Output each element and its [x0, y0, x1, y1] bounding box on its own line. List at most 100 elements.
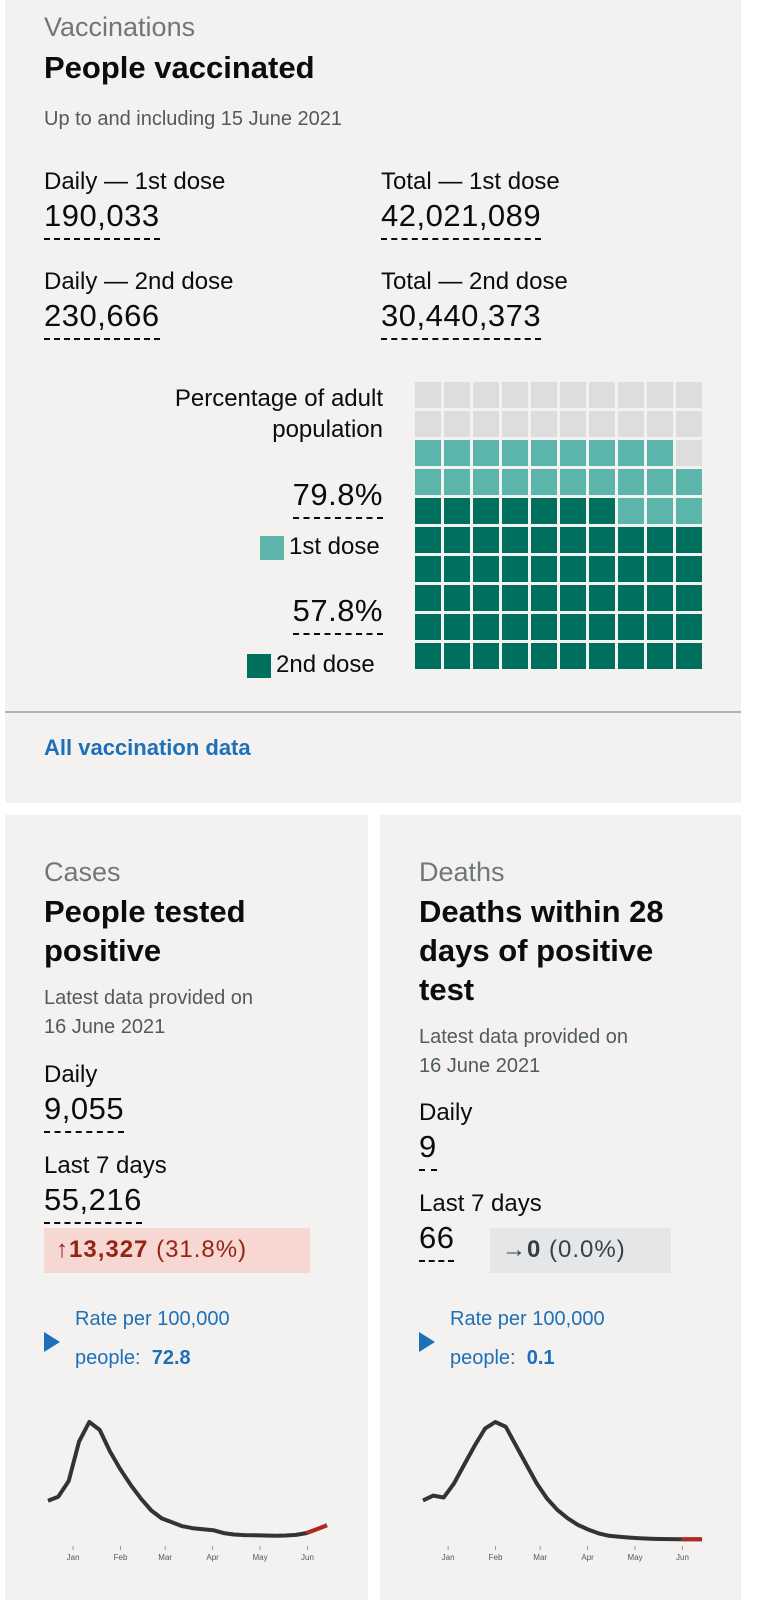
waffle-empty [502, 382, 528, 408]
waffle-square [589, 469, 615, 495]
change-value: 0 [527, 1236, 542, 1263]
waffle-square [676, 614, 702, 640]
waffle-square [502, 614, 528, 640]
waffle-square [415, 440, 441, 466]
waffle-square [589, 556, 615, 582]
x-tick-label: Feb [114, 1553, 128, 1562]
waffle-square [589, 498, 615, 524]
sparkline: Jan Feb Mar Apr May Jun [47, 1420, 328, 1562]
waffle-square [502, 440, 528, 466]
waffle-square [618, 643, 644, 669]
waffle-empty [473, 411, 499, 437]
change-arrow: → [502, 1236, 527, 1263]
waffle-square [502, 527, 528, 553]
waffle-empty [647, 411, 673, 437]
rate-value: 0.1 [526, 1347, 555, 1369]
rate[interactable]: Rate per 100,000 people: 0.1 [450, 1300, 650, 1378]
waffle-square [531, 469, 557, 495]
expand-icon[interactable] [44, 1332, 62, 1352]
waffle-square [444, 527, 470, 553]
x-tick-label: Feb [489, 1553, 503, 1562]
x-tick-label: Jun [301, 1553, 314, 1562]
waffle-square [444, 498, 470, 524]
waffle-value: 57.8% [292, 593, 383, 635]
waffle-square [473, 643, 499, 669]
metric-value: 190,033 [44, 198, 160, 240]
waffle-empty [444, 382, 470, 408]
waffle-empty [415, 411, 441, 437]
waffle-square [473, 440, 499, 466]
change-box: ↑13,327 (31.8%) [44, 1228, 310, 1273]
x-tick-label: Jan [442, 1553, 455, 1562]
waffle-square [647, 527, 673, 553]
waffle-empty [676, 440, 702, 466]
subtitle: Latest data provided on 16 June 2021 [419, 1026, 629, 1077]
waffle-square [676, 585, 702, 611]
rate-label: Rate per 100,000 people: [75, 1308, 230, 1369]
metric-value: 42,021,089 [381, 198, 542, 240]
waffle-square [560, 643, 586, 669]
waffle-square [560, 469, 586, 495]
legend-label: 2nd dose [276, 651, 375, 678]
legend-swatch [247, 654, 271, 678]
x-tick-label: Mar [158, 1553, 172, 1562]
waffle-square [589, 643, 615, 669]
divider [5, 711, 741, 713]
waffle-square [589, 527, 615, 553]
subtitle: Up to and including 15 June 2021 [44, 108, 343, 130]
waffle-square [531, 643, 557, 669]
waffle-square [531, 556, 557, 582]
waffle-empty [589, 411, 615, 437]
sparkline-line [47, 1420, 328, 1538]
waffle-square [560, 498, 586, 524]
waffle-square [444, 614, 470, 640]
expand-icon[interactable] [419, 1332, 437, 1352]
waffle-square [647, 585, 673, 611]
waffle-square [560, 440, 586, 466]
legend-label: 1st dose [289, 533, 380, 560]
waffle-square [415, 643, 441, 669]
waffle-empty [589, 382, 615, 408]
metric-label: Daily [44, 1061, 98, 1088]
waffle-square [502, 498, 528, 524]
waffle-empty [415, 382, 441, 408]
waffle-square [647, 440, 673, 466]
waffle-square [444, 469, 470, 495]
waffle-square [618, 527, 644, 553]
waffle-square [589, 585, 615, 611]
waffle-square [618, 614, 644, 640]
metric-value: 9,055 [44, 1091, 125, 1133]
waffle-empty [560, 382, 586, 408]
metric-label: Last 7 days [419, 1190, 542, 1217]
metric-label: Total — 1st dose [381, 168, 560, 195]
waffle-square [589, 614, 615, 640]
waffle-square [502, 585, 528, 611]
sparkline-line [422, 1420, 702, 1542]
metric-label: Daily — 1st dose [44, 168, 226, 195]
waffle-square [415, 469, 441, 495]
metric-label: Total — 2nd dose [381, 268, 568, 295]
waffle-square [560, 585, 586, 611]
waffle-square [676, 643, 702, 669]
waffle-square [444, 556, 470, 582]
change-value: 13,327 [69, 1236, 149, 1263]
waffle-square [647, 469, 673, 495]
waffle-heading: Percentage of adult population [174, 385, 383, 443]
change-percent: (0.0%) [549, 1236, 626, 1263]
waffle-empty [618, 382, 644, 408]
subtitle: Latest data provided on 16 June 2021 [44, 987, 254, 1038]
change-arrow: ↑ [56, 1236, 69, 1263]
sparkline: Jan Feb Mar Apr May Jun [422, 1420, 702, 1562]
rate-value: 72.8 [151, 1347, 191, 1369]
vaccination-link[interactable]: All vaccination data [44, 735, 251, 760]
waffle-square [415, 585, 441, 611]
waffle-square [473, 527, 499, 553]
metric-value: 30,440,373 [381, 298, 542, 340]
waffle-square [502, 556, 528, 582]
waffle-square [647, 643, 673, 669]
waffle-square [589, 440, 615, 466]
rate[interactable]: Rate per 100,000 people: 72.8 [75, 1300, 275, 1378]
waffle-square [531, 527, 557, 553]
title: People tested positive [44, 894, 246, 968]
